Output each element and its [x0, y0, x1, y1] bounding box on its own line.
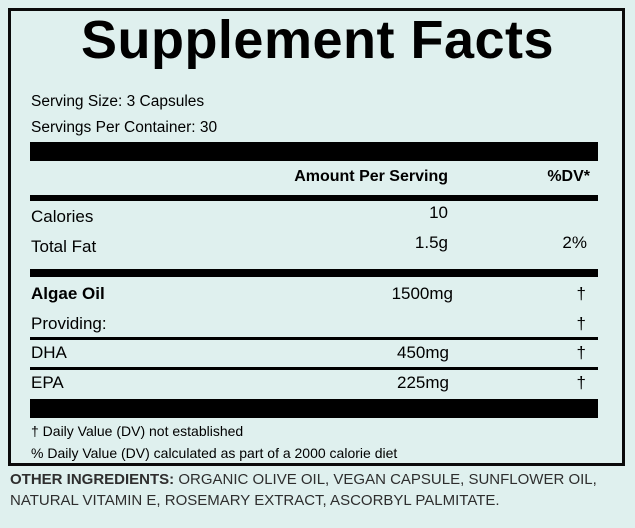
- other-ingredients-text: ORGANIC OLIVE OIL, VEGAN CAPSULE, SUNFLO…: [10, 471, 597, 509]
- servings-per-container: Servings Per Container: 30: [31, 119, 218, 136]
- row-epa-amount: 225mg: [397, 373, 449, 392]
- row-algae-oil-dv: †: [576, 284, 586, 303]
- thick-divider: [30, 142, 598, 161]
- row-dha-dv: †: [576, 343, 586, 362]
- thin-divider: [30, 337, 598, 340]
- header-dv: %DV*: [547, 168, 590, 185]
- other-ingredients: OTHER INGREDIENTS: ORGANIC OLIVE OIL, VE…: [10, 470, 610, 511]
- other-ingredients-label: OTHER INGREDIENTS:: [10, 471, 175, 488]
- row-epa-name: EPA: [31, 373, 64, 392]
- footnote-dagger: † Daily Value (DV) not established: [31, 423, 244, 439]
- medium-divider: [30, 269, 598, 277]
- row-providing-dv: †: [576, 314, 586, 333]
- row-algae-oil-amount: 1500mg: [391, 284, 453, 303]
- row-calories-amount: 10: [429, 203, 448, 222]
- row-dha-amount: 450mg: [397, 343, 449, 362]
- row-calories-name: Calories: [31, 207, 94, 226]
- row-algae-oil-name: Algae Oil: [31, 284, 105, 303]
- row-providing-name: Providing:: [31, 314, 107, 333]
- header-amount-per-serving: Amount Per Serving: [294, 168, 448, 185]
- footnote-daily-value: % Daily Value (DV) calculated as part of…: [31, 445, 398, 461]
- row-total-fat-dv: 2%: [562, 233, 587, 252]
- serving-size: Serving Size: 3 Capsules: [31, 93, 205, 110]
- row-total-fat-name: Total Fat: [31, 237, 97, 256]
- row-dha-name: DHA: [31, 343, 67, 362]
- row-epa-dv: †: [576, 373, 586, 392]
- panel-title: Supplement Facts: [80, 10, 555, 70]
- medium-divider: [30, 195, 598, 201]
- row-total-fat-amount: 1.5g: [414, 233, 448, 252]
- thin-divider: [30, 367, 598, 370]
- supplement-facts-panel: [8, 8, 625, 466]
- thick-divider: [30, 399, 598, 418]
